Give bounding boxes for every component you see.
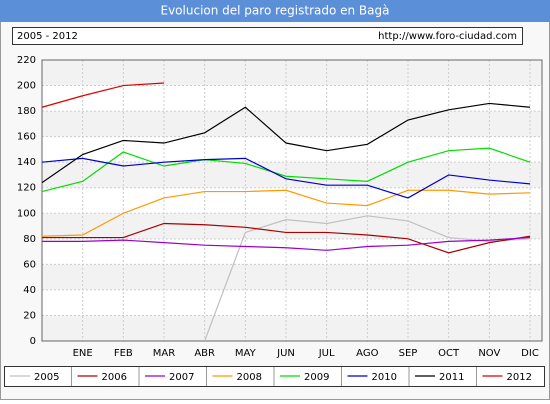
series-line xyxy=(41,82,165,108)
y-tick-label: 0 xyxy=(30,336,36,347)
y-tick-label: 60 xyxy=(23,259,36,270)
series-line xyxy=(41,102,531,184)
x-tick-label: ENE xyxy=(73,348,93,359)
y-tick-label: 140 xyxy=(17,157,36,168)
source: http://www.foro-ciudad.com xyxy=(378,31,517,42)
legend-label: 2007 xyxy=(169,372,194,383)
y-tick-label: 220 xyxy=(17,55,36,66)
x-tick-label: NOV xyxy=(478,348,500,359)
x-tick-label: AGO xyxy=(356,348,378,359)
x-tick-label: JUL xyxy=(318,348,335,359)
legend-label: 2006 xyxy=(102,372,127,383)
legend-label: 2010 xyxy=(372,372,397,383)
y-tick-label: 180 xyxy=(17,106,36,117)
y-tick-label: 120 xyxy=(17,183,36,194)
subtitle: 2005 - 2012 xyxy=(17,31,78,42)
legend-label: 2008 xyxy=(237,372,262,383)
grid-band xyxy=(42,264,542,290)
grid-band xyxy=(42,162,542,188)
legend-label: 2009 xyxy=(304,372,329,383)
x-tick-label: JUN xyxy=(276,348,295,359)
x-tick-label: SEP xyxy=(399,348,418,359)
legend-label: 2012 xyxy=(507,372,532,383)
y-tick-label: 100 xyxy=(17,208,36,219)
legend-label: 2005 xyxy=(34,372,59,383)
series-line xyxy=(42,236,531,251)
plot-area xyxy=(42,60,542,341)
x-tick-label: MAY xyxy=(235,348,257,359)
y-tick-label: 160 xyxy=(17,132,36,143)
x-tick-label: OCT xyxy=(438,348,460,359)
y-tick-label: 20 xyxy=(23,310,36,321)
y-tick-label: 40 xyxy=(23,285,36,296)
series-line xyxy=(42,222,531,254)
chart-title: Evolucion del paro registrado en Bagà xyxy=(161,4,390,18)
title-bar xyxy=(0,0,550,22)
y-tick-label: 200 xyxy=(17,81,36,92)
y-tick-label: 80 xyxy=(23,234,36,245)
x-tick-label: FEB xyxy=(114,348,133,359)
grid-band xyxy=(42,60,542,86)
series-line xyxy=(41,157,531,199)
x-tick-label: MAR xyxy=(153,348,175,359)
plot-border xyxy=(41,59,543,342)
grid-band xyxy=(42,315,542,341)
grid-band xyxy=(42,213,542,239)
series-line xyxy=(41,147,531,193)
series-line xyxy=(41,189,531,237)
legend-label: 2011 xyxy=(439,372,464,383)
grid-band xyxy=(42,111,542,137)
x-tick-label: DIC xyxy=(521,348,539,359)
x-tick-label: ABR xyxy=(194,348,215,359)
subtitle-box xyxy=(12,27,523,45)
